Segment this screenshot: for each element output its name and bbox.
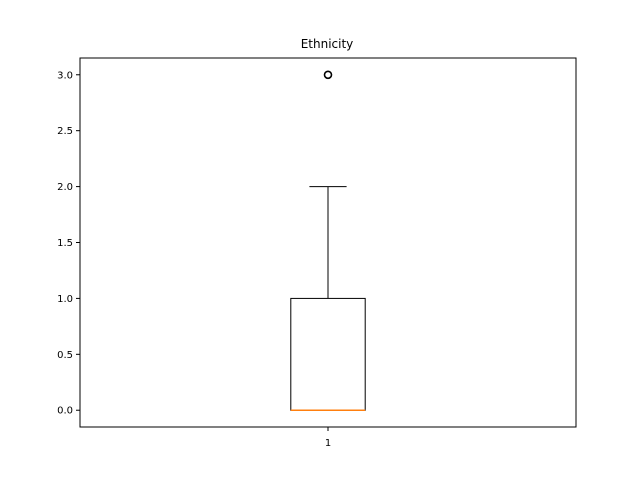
y-tick-label: 3.0 [57, 70, 73, 81]
boxplot-group [290, 70, 366, 411]
y-tick-label: 0.5 [57, 350, 73, 361]
outlier-point [323, 70, 333, 80]
iqr-box [290, 297, 366, 411]
chart-title: Ethnicity [301, 37, 354, 51]
y-axis: 0.0 0.5 1.0 1.5 2.0 2.5 3.0 [57, 70, 80, 417]
y-tick-label: 0.0 [57, 406, 73, 417]
y-tick-label: 2.5 [57, 126, 73, 137]
y-tick-label: 1.0 [57, 294, 73, 305]
y-tick-label: 1.5 [57, 238, 73, 249]
y-tick-label: 2.0 [57, 182, 73, 193]
x-axis: 1 [325, 427, 331, 449]
x-tick-label: 1 [325, 438, 331, 449]
